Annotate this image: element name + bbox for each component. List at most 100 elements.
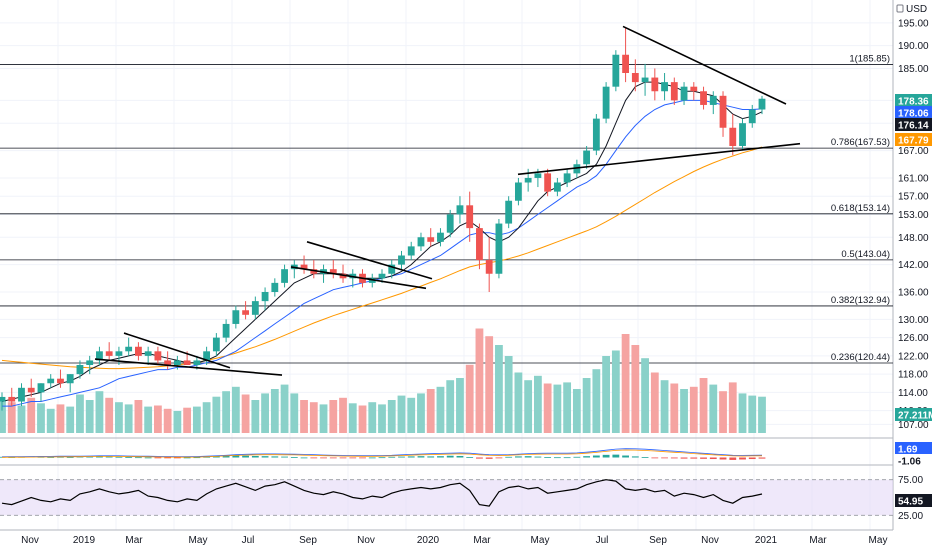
time-tick-label: May xyxy=(531,535,550,546)
macd-pane xyxy=(0,448,766,460)
macd-hist-bar xyxy=(700,457,707,459)
price-tick-label: 130.00 xyxy=(898,315,929,326)
macd-signal-line xyxy=(1,449,763,458)
candle-body xyxy=(709,95,717,105)
volume-bar xyxy=(689,386,698,433)
candle-body xyxy=(456,205,464,215)
macd-line xyxy=(1,448,763,458)
candle-body xyxy=(300,264,308,270)
candle-body xyxy=(105,351,113,356)
price-badge-bg xyxy=(895,133,932,146)
macd-hist-bar xyxy=(66,457,74,458)
volume-bar xyxy=(397,395,406,433)
candle-body xyxy=(661,82,668,92)
macd-hist-bar xyxy=(329,457,337,459)
candle-body xyxy=(339,273,347,279)
candle-body xyxy=(154,351,162,361)
candle-body xyxy=(212,337,220,352)
price-badge-bg xyxy=(895,106,932,119)
time-axis[interactable]: Nov 2019 Mar May Jul Sep Nov 2020 Mar May Jul Sep No… xyxy=(21,535,887,546)
candle-body xyxy=(476,228,483,261)
macd-hist-bar xyxy=(173,457,181,459)
currency-label[interactable]: USD xyxy=(896,4,927,15)
candle-body xyxy=(427,237,435,242)
volume-bar xyxy=(543,383,552,433)
time-tick-label: Mar xyxy=(809,535,827,546)
candle-body xyxy=(534,173,542,178)
volume-bar xyxy=(582,378,591,433)
macd-hist-bar xyxy=(310,457,318,459)
macd-hist-bar xyxy=(602,454,610,458)
macd-hist-bar xyxy=(446,455,454,458)
candle-body xyxy=(446,214,454,233)
candle-body xyxy=(18,387,25,402)
macd-hist-bar xyxy=(670,457,678,459)
volume-bar xyxy=(456,378,464,433)
volume-bar xyxy=(378,404,386,433)
macd-badge-bg xyxy=(895,442,932,455)
volume-bar xyxy=(27,397,36,433)
candle-body xyxy=(398,255,405,265)
candle-body xyxy=(193,360,201,365)
sma-slow-line xyxy=(1,146,763,370)
price-tick-label: 122.00 xyxy=(898,351,929,362)
trendline xyxy=(306,241,433,280)
volume-bar xyxy=(270,389,279,433)
volume-bar xyxy=(261,393,269,433)
volume-bar xyxy=(387,400,396,433)
volume-bar xyxy=(407,397,416,433)
volume-bar xyxy=(670,383,679,433)
macd-hist-bar xyxy=(378,457,386,459)
price-tick-label: 185.00 xyxy=(898,64,929,75)
price-tick-label: 195.00 xyxy=(898,18,929,29)
candle-body xyxy=(758,98,766,110)
macd-hist-bar xyxy=(466,457,474,458)
volume-bars xyxy=(0,328,766,433)
volume-bar xyxy=(504,356,513,433)
candle-body xyxy=(437,232,444,242)
trendlines[interactable] xyxy=(94,25,801,376)
macd-hist-bar xyxy=(553,457,561,459)
volume-bar xyxy=(173,411,182,433)
candle-body xyxy=(242,310,249,315)
macd-hist-bar xyxy=(476,457,483,459)
price-tick-label: 136.00 xyxy=(898,288,929,299)
macd-hist-bar xyxy=(154,457,162,459)
candle-body xyxy=(466,205,474,229)
macd-hist-bar xyxy=(96,456,103,458)
volume-bar xyxy=(699,378,708,433)
macd-hist-bar xyxy=(495,457,503,459)
candle-body xyxy=(329,269,337,274)
macd-hist-bar xyxy=(437,456,444,458)
macd-hist-bar xyxy=(261,456,269,458)
macd-hist-bar xyxy=(203,456,211,458)
macd-badge: 1.69 xyxy=(898,445,918,456)
candle-body xyxy=(563,173,571,183)
volume-bar xyxy=(329,400,338,433)
volume-bar xyxy=(748,395,757,433)
candle-body xyxy=(27,387,35,393)
time-tick-label: Sep xyxy=(649,535,667,546)
volume-bar xyxy=(95,391,104,433)
rsi-tick-label: 25.00 xyxy=(898,511,923,522)
time-tick-label: Sep xyxy=(299,535,317,546)
macd-hist-bar xyxy=(115,456,123,458)
candle-body xyxy=(592,118,600,151)
candle-body xyxy=(515,182,522,201)
volume-bar xyxy=(241,394,250,433)
fib-level-label: 0.5(143.04) xyxy=(841,249,890,260)
time-tick-label: Jul xyxy=(596,535,609,546)
volume-bar xyxy=(222,391,230,433)
time-tick-label: 2020 xyxy=(417,535,440,546)
candlesticks xyxy=(0,27,766,411)
rsi-pane xyxy=(0,479,893,516)
fib-level-label: 1(185.85) xyxy=(849,54,890,65)
macd-hist-bar xyxy=(222,455,230,458)
price-badge: 178.36 xyxy=(898,97,929,108)
time-tick-label: May xyxy=(869,535,888,546)
candle-body xyxy=(261,292,269,302)
candle-body xyxy=(680,86,688,101)
macd-hist-bar xyxy=(583,456,591,458)
candle-body xyxy=(251,301,259,315)
